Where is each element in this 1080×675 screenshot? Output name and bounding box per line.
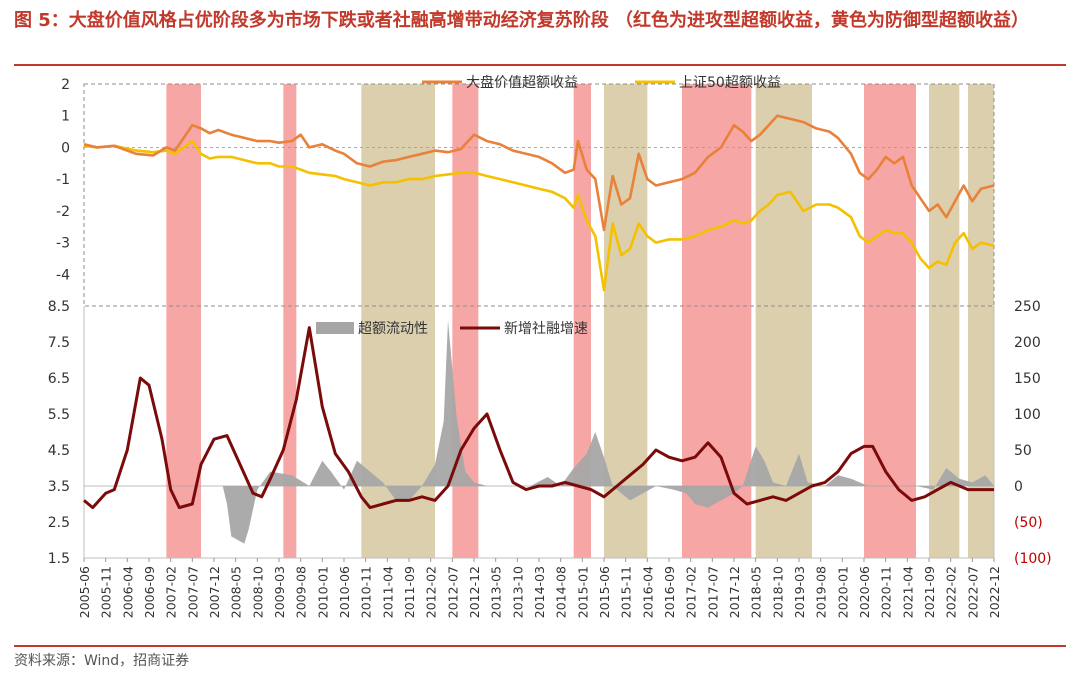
x-tick-label: 2019-08 [814,566,829,618]
x-tick-label: 2006-04 [120,566,135,618]
x-tick-label: 2011-09 [402,566,417,618]
top-y-tick-label: -1 [56,172,70,188]
bottom-right-tick-label: 100 [1014,407,1041,423]
x-tick-label: 2006-09 [142,566,157,618]
x-tick-label: 2007-02 [164,566,179,618]
bottom-left-tick-label: 1.5 [48,551,70,567]
top-y-tick-label: 0 [61,140,70,156]
x-tick-label: 2014-03 [532,566,547,618]
shaded-period-red [864,84,916,558]
bottom-right-tick-label: 50 [1014,443,1032,459]
x-tick-label: 2005-06 [77,566,92,618]
x-tick-label: 2015-01 [575,566,590,618]
shaded-period-red [682,84,752,558]
legend-social-finance-label: 新增社融增速 [504,321,588,337]
series-social-finance-line [83,326,994,510]
x-tick-label: 2022-12 [987,566,1002,618]
shaded-period-red [573,84,591,558]
bottom-right-tick-label: 200 [1014,335,1041,351]
bottom-left-tick-label: 5.5 [48,407,70,423]
x-tick-label: 2010-06 [337,566,352,618]
top-panel-frame [83,83,995,307]
x-tick-label: 2019-03 [792,566,807,618]
x-tick-label: 2017-12 [727,566,742,618]
legend-liquidity-label: 超额流动性 [358,321,428,337]
x-tick-label: 2011-04 [380,566,395,618]
x-tick-label: 2014-08 [554,566,569,618]
x-tick-label: 2016-04 [640,566,655,618]
x-tick-label: 2018-05 [749,566,764,618]
bottom-right-tick-label: (50) [1014,515,1043,531]
x-tick-label: 2015-06 [597,566,612,618]
x-tick-label: 2010-01 [315,566,330,618]
axis-labels: 2 1 0 -1 -2 -3 -4 8.5 7.5 6.5 5.5 4.5 3.5 2.5 1.5 250 20… [48,77,1052,618]
bottom-left-tick-label: 3.5 [48,479,70,495]
series-lines [83,114,995,510]
liquidity-area-shape [84,320,994,544]
bottom-left-tick-label: 4.5 [48,443,70,459]
series-large-value-excess-line [83,114,995,232]
x-tick-label: 2008-05 [229,566,244,618]
top-y-tick-label: -2 [56,204,70,220]
bottom-right-tick-label: 150 [1014,371,1041,387]
x-tick-label: 2009-03 [272,566,287,618]
x-tick-label: 2005-11 [99,566,114,618]
legend-liquidity-swatch [316,322,354,334]
x-tick-label: 2017-07 [705,566,720,618]
top-y-tick-label: 2 [61,77,70,93]
bottom-right-tick-label: 250 [1014,299,1041,315]
shaded-periods [166,84,994,558]
legend-large-value-excess-label: 大盘价值超额收益 [466,74,578,91]
title-rule [14,64,1066,66]
x-tick-label: 2020-11 [879,566,894,618]
legend-sz50-excess-label: 上证50超额收益 [679,75,781,91]
shaded-period-red [452,84,479,558]
bottom-right-tick-label: (100) [1014,551,1052,567]
x-tick-label: 2015-11 [619,566,634,618]
shaded-period-yellow [968,84,994,558]
x-tick-label: 2020-01 [835,566,850,618]
x-tick-label: 2018-10 [770,566,785,618]
x-tick-label: 2010-11 [359,566,374,618]
top-y-tick-label: -3 [56,236,70,252]
x-tick-label: 2016-09 [662,566,677,618]
x-tick-label: 2021-09 [922,566,937,618]
x-tick-label: 2013-05 [489,566,504,618]
shaded-period-red [166,84,201,558]
x-tick-label: 2020-06 [857,566,872,618]
source-note: 资料来源：Wind，招商证券 [14,653,190,669]
bottom-left-tick-label: 8.5 [48,299,70,315]
bottom-right-tick-label: 0 [1014,479,1023,495]
x-tick-label: 2009-08 [294,566,309,618]
top-y-tick-label: -4 [56,267,70,283]
x-tick-label: 2007-07 [185,566,200,618]
figure-title: 图 5：大盘价值风格占优阶段多为市场下跌或者社融高增带动经济复苏阶段 （红色为进… [14,10,1030,31]
bottom-left-tick-label: 2.5 [48,515,70,531]
x-tick-label: 2022-02 [944,566,959,618]
x-tick-label: 2017-02 [684,566,699,618]
x-tick-label: 2013-10 [510,566,525,618]
shaded-period-red [283,84,297,558]
x-tick-label: 2021-04 [900,566,915,618]
x-tick-label: 2012-07 [445,566,460,618]
x-tick-label: 2008-10 [250,566,265,618]
series-sz50-excess-line [83,139,995,292]
x-tick-label: 2007-12 [207,566,222,618]
bottom-left-tick-label: 7.5 [48,335,70,351]
top-y-tick-label: 1 [61,109,70,125]
x-tick-label: 2012-12 [467,566,482,618]
bottom-left-tick-label: 6.5 [48,371,70,387]
x-tick-label: 2022-07 [965,566,980,618]
footer-rule [14,645,1066,647]
shaded-period-yellow [755,84,812,558]
liquidity-area [84,320,994,544]
x-tick-label: 2012-02 [424,566,439,618]
